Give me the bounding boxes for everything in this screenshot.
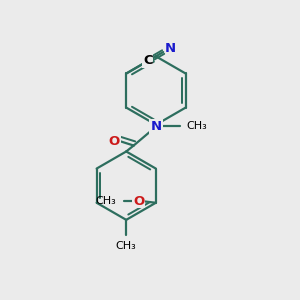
Text: CH₃: CH₃ <box>96 196 117 206</box>
Text: N: N <box>150 120 161 133</box>
Text: CH₃: CH₃ <box>187 121 207 131</box>
Text: N: N <box>165 42 176 55</box>
Text: O: O <box>133 195 144 208</box>
Text: O: O <box>109 135 120 148</box>
Text: C: C <box>143 55 153 68</box>
Text: CH₃: CH₃ <box>116 241 136 251</box>
